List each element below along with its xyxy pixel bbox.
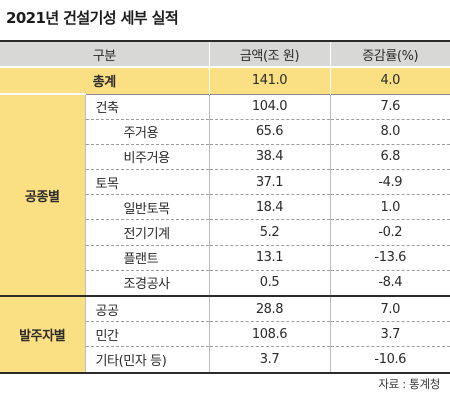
- table-row: 발주자별 공공 28.8 7.0: [0, 295, 450, 374]
- amount-cell: 0.5: [208, 270, 330, 297]
- row-label: 일반토목: [84, 194, 209, 221]
- change-cell: 1.0: [329, 194, 450, 221]
- row-label: 플랜트: [84, 245, 209, 271]
- header-row: 구분 금액(조 원) 증감률(%): [0, 40, 450, 67]
- amount-cell: 108.6: [208, 321, 330, 348]
- table-row: 토목 37.1 -4.9: [0, 169, 450, 196]
- amount-cell: 104.0: [208, 93, 330, 120]
- header-change: 증감률(%): [329, 40, 450, 67]
- change-cell: -10.6: [329, 346, 450, 374]
- page-title: 2021년 건설기성 세부 실적: [6, 9, 179, 27]
- amount-cell: 38.4: [208, 144, 330, 171]
- table-row: 민간 108.6 3.7: [0, 321, 450, 348]
- change-cell: -13.6: [329, 245, 450, 271]
- table-body: 구분 금액(조 원) 증감률(%) 총계 141.0 4.0 공종별 건축 104.…: [0, 40, 450, 374]
- table-row: 일반토목 18.4 1.0: [0, 194, 450, 221]
- change-cell: -8.4: [329, 270, 450, 297]
- table-row: 공종별 건축 104.0 7.6: [0, 93, 450, 297]
- amount-cell: 28.8: [208, 295, 330, 323]
- row-label: 공공: [84, 295, 209, 323]
- change-cell: 8.0: [329, 119, 450, 145]
- table-row: 주거용 65.6 8.0: [0, 119, 450, 145]
- change-cell: -4.9: [329, 169, 450, 196]
- amount-cell: 13.1: [208, 245, 330, 271]
- table-row: 전기기계 5.2 -0.2: [0, 219, 450, 246]
- header-amount: 금액(조 원): [208, 40, 330, 67]
- row-label: 토목: [84, 169, 209, 196]
- group-label: 공종별: [0, 93, 85, 297]
- amount-cell: 37.1: [208, 169, 330, 196]
- row-label: 건축: [84, 93, 209, 120]
- amount-cell: 3.7: [208, 346, 330, 374]
- change-cell: 6.8: [329, 144, 450, 171]
- total-amount: 141.0: [208, 66, 330, 95]
- table-row: 조경공사 0.5 -8.4: [0, 270, 450, 297]
- row-label: 주거용: [84, 119, 209, 145]
- amount-cell: 18.4: [208, 194, 330, 221]
- amount-cell: 5.2: [208, 219, 330, 246]
- total-label: 총계: [0, 66, 209, 94]
- header-category: 구분: [0, 40, 209, 67]
- table-row: 플랜트 13.1 -13.6: [0, 245, 450, 271]
- amount-cell: 65.6: [208, 119, 330, 145]
- construction-stats-table: 구분 금액(조 원) 증감률(%) 총계 141.0 4.0 공종별 건축 104.…: [0, 40, 450, 374]
- row-label: 비주거용: [84, 144, 209, 171]
- row-label: 기타(민자 등): [84, 346, 209, 374]
- source-note: 자료 : 통계청: [378, 377, 440, 391]
- total-row: 총계 141.0 4.0: [0, 66, 450, 95]
- table-row: 비주거용 38.4 6.8: [0, 144, 450, 171]
- table-row: 기타(민자 등) 3.7 -10.6: [0, 346, 450, 374]
- row-label: 전기기계: [84, 219, 209, 246]
- row-label: 조경공사: [84, 270, 209, 297]
- change-cell: -0.2: [329, 219, 450, 246]
- change-cell: 3.7: [329, 321, 450, 348]
- group-label: 발주자별: [0, 295, 85, 374]
- change-cell: 7.0: [329, 295, 450, 323]
- row-label: 민간: [84, 321, 209, 348]
- change-cell: 7.6: [329, 93, 450, 120]
- total-change: 4.0: [329, 66, 450, 95]
